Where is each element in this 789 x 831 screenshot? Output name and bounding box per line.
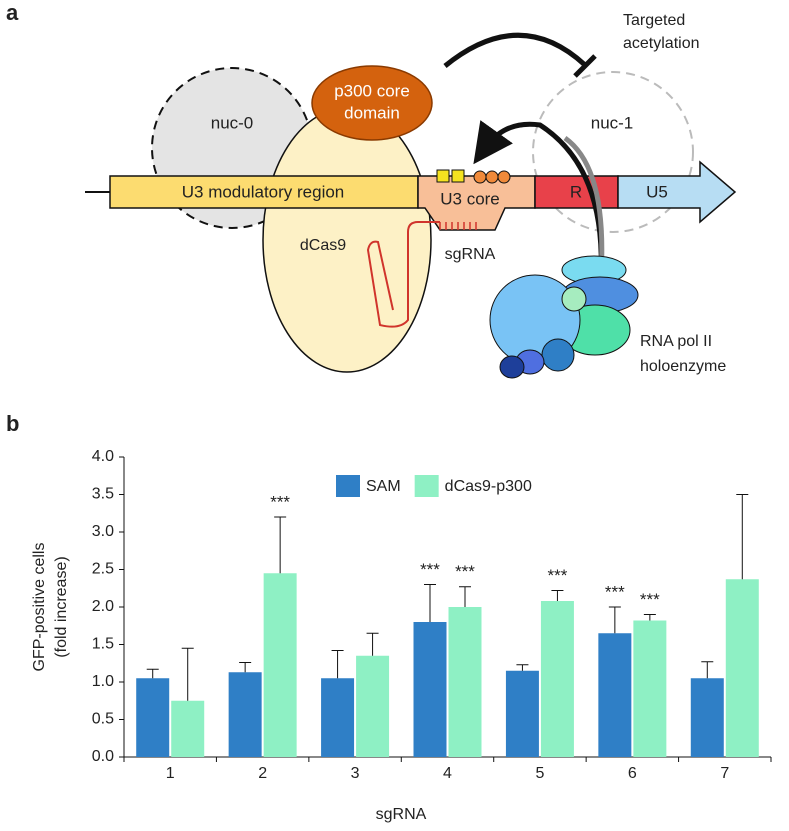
x-tick-label: 4: [443, 765, 452, 782]
annotation: Targeted: [623, 12, 685, 29]
label: nuc-1: [591, 113, 634, 132]
bar: [505, 670, 539, 757]
site: [485, 170, 499, 184]
x-tick-label: 6: [628, 765, 637, 782]
x-tick-label: 7: [720, 765, 729, 782]
y-tick-label: 0.0: [92, 748, 114, 765]
error-bar: [701, 661, 714, 679]
panel-a: a Targeted acetylation p300 core domain: [6, 0, 737, 379]
legend-label: SAM: [366, 478, 401, 495]
significance: ***: [547, 566, 567, 585]
annotation: acetylation: [623, 35, 700, 52]
polii-part: [561, 286, 587, 312]
y-tick-label: 1.0: [92, 673, 114, 690]
significance: ***: [420, 560, 440, 579]
label: holoenzyme: [640, 358, 726, 375]
legend-swatch: [336, 475, 360, 497]
significance: ***: [455, 562, 475, 581]
legend-swatch: [414, 475, 439, 497]
error-bar: [274, 516, 287, 574]
y-tick-label: 3.0: [92, 523, 114, 540]
site: [473, 170, 487, 184]
site: [436, 169, 450, 183]
significance: ***: [640, 590, 660, 609]
bar: [413, 622, 447, 757]
label: domain: [344, 103, 400, 122]
bar: [633, 620, 667, 757]
error-bar: [424, 584, 436, 622]
significance: ***: [270, 492, 290, 511]
bar: [448, 607, 482, 757]
x-tick-label: 2: [258, 765, 267, 782]
bar: [171, 700, 205, 757]
error-bar: [181, 647, 194, 701]
site: [451, 169, 465, 183]
bar: [540, 601, 574, 757]
label: U3 core: [440, 189, 500, 208]
error-bar: [459, 586, 471, 607]
label: nuc-0: [211, 113, 254, 132]
x-tick-label: 3: [351, 765, 360, 782]
polii-part: [541, 338, 575, 372]
bar: [356, 655, 390, 757]
label: p300 core: [334, 81, 410, 100]
bar: [228, 672, 262, 757]
arrow: [443, 32, 587, 68]
r-region: [534, 175, 619, 209]
error-bar: [146, 668, 159, 679]
bar: [690, 678, 724, 757]
error-bar: [331, 650, 344, 679]
label: sgRNA: [445, 246, 496, 263]
y-tick-label: 0.5: [92, 711, 114, 728]
error-bar: [516, 664, 529, 671]
error-bar: [608, 606, 621, 634]
bar: [321, 678, 355, 757]
panel-label: a: [6, 0, 19, 25]
dcas9-shape: [262, 107, 432, 373]
bar: [725, 579, 759, 757]
x-axis-title: sgRNA: [376, 806, 427, 823]
label: U3 modulatory region: [182, 182, 345, 201]
sgrna-shape: [366, 221, 440, 328]
error-bar: [239, 662, 252, 673]
sgrna-pairs: [439, 222, 477, 230]
site: [497, 170, 511, 184]
y-tick-label: 4.0: [92, 448, 114, 465]
error-bar: [366, 632, 379, 656]
polii-part: [499, 355, 525, 379]
panel-b: b sgRNA GFP-positive cells (fold increas…: [6, 411, 772, 823]
u3-region: [109, 175, 419, 209]
error-bar: [643, 614, 656, 621]
legend-label: dCas9-p300: [445, 478, 532, 495]
y-axis-title: (fold increase): [53, 556, 70, 657]
label: dCas9: [300, 237, 346, 254]
bar: [598, 633, 632, 757]
y-tick-label: 2.5: [92, 561, 114, 578]
x-tick-label: 1: [166, 765, 175, 782]
bar: [263, 573, 297, 757]
bar: [136, 678, 170, 757]
error-bar: [736, 494, 749, 580]
label: U5: [646, 182, 668, 201]
significance: ***: [605, 582, 625, 601]
inhibit-bar: [573, 54, 597, 78]
y-tick-label: 1.5: [92, 636, 114, 653]
p300-shape: [311, 65, 433, 141]
label: R: [570, 182, 582, 201]
y-tick-label: 2.0: [92, 598, 114, 615]
x-tick-label: 5: [535, 765, 544, 782]
label: RNA pol II: [640, 333, 712, 350]
y-tick-label: 3.5: [92, 486, 114, 503]
panel-label: b: [6, 411, 19, 436]
u5-region: [617, 160, 737, 224]
y-axis-title: GFP-positive cells: [31, 543, 48, 672]
nucleosome: [532, 71, 694, 233]
error-bar: [551, 590, 564, 601]
